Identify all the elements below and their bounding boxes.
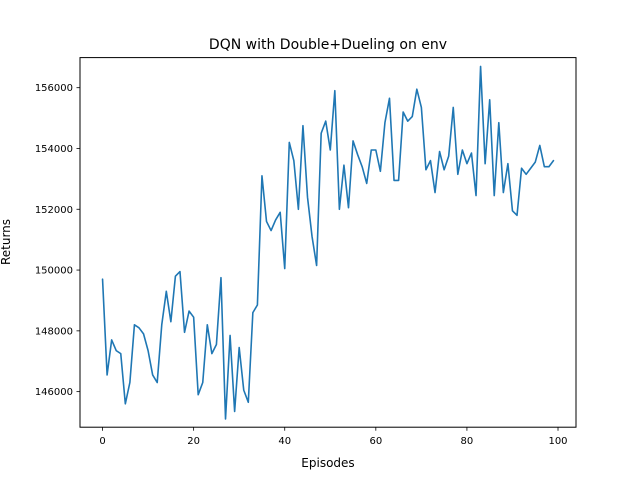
y-tick-label: 154000 <box>35 144 73 155</box>
y-axis-label: Returns <box>0 219 13 265</box>
y-tick-label: 148000 <box>35 326 73 337</box>
y-axis-ticks: 146000 148000 150000 152000 154000 156000 <box>35 83 80 398</box>
x-tick-label: 80 <box>461 436 474 447</box>
axes-frame <box>79 57 577 428</box>
y-tick-label: 156000 <box>35 83 73 94</box>
x-tick-label: 40 <box>278 436 291 447</box>
y-tick-label: 152000 <box>35 205 73 216</box>
x-tick-label: 20 <box>187 436 200 447</box>
x-tick-label: 60 <box>369 436 382 447</box>
chart-title: DQN with Double+Dueling on env <box>209 37 447 53</box>
plot-area: 0 20 40 60 80 100 146000 148000 150000 152000 154… <box>35 57 577 447</box>
x-axis-label: Episodes <box>301 456 354 470</box>
returns-line <box>101 65 555 420</box>
x-tick-label: 100 <box>548 436 567 447</box>
x-axis-ticks: 0 20 40 60 80 100 <box>99 427 568 447</box>
y-tick-label: 150000 <box>35 266 73 277</box>
x-tick-label: 0 <box>99 436 105 447</box>
y-tick-label: 146000 <box>35 387 73 398</box>
